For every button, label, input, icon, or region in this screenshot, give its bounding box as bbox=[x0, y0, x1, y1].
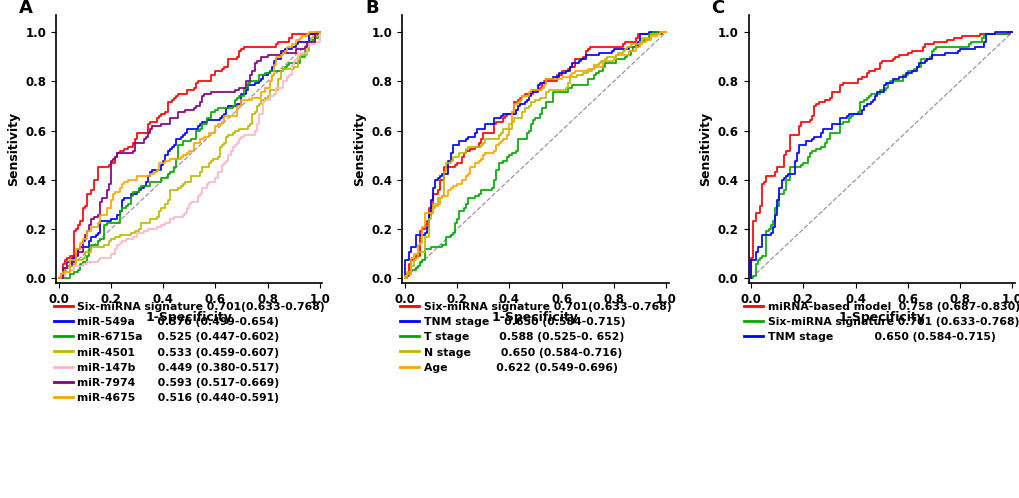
Y-axis label: Sensitivity: Sensitivity bbox=[7, 112, 19, 186]
X-axis label: 1-Specificity: 1-Specificity bbox=[146, 311, 232, 324]
Legend: Six-miRNA signature 0.701(0.633-0.768), TNM stage    0.650 (0.584-0.715), T stag: Six-miRNA signature 0.701(0.633-0.768), … bbox=[395, 298, 675, 377]
Y-axis label: Sensitivity: Sensitivity bbox=[353, 112, 366, 186]
Text: C: C bbox=[710, 0, 723, 17]
Legend: Six-miRNA signature 0.701(0.633-0.768), miR-549a      0.576 (0.499-0.654), miR-6: Six-miRNA signature 0.701(0.633-0.768), … bbox=[49, 298, 329, 407]
X-axis label: 1-Specificity: 1-Specificity bbox=[491, 311, 579, 324]
Text: A: A bbox=[18, 0, 33, 17]
Legend: miRNA-based model  0.758 (0.687-0.830), Six-miRNA signature 0.701 (0.633-0.768),: miRNA-based model 0.758 (0.687-0.830), S… bbox=[739, 298, 1019, 347]
Text: B: B bbox=[365, 0, 378, 17]
X-axis label: 1-Specificity: 1-Specificity bbox=[838, 311, 924, 324]
Y-axis label: Sensitivity: Sensitivity bbox=[699, 112, 711, 186]
